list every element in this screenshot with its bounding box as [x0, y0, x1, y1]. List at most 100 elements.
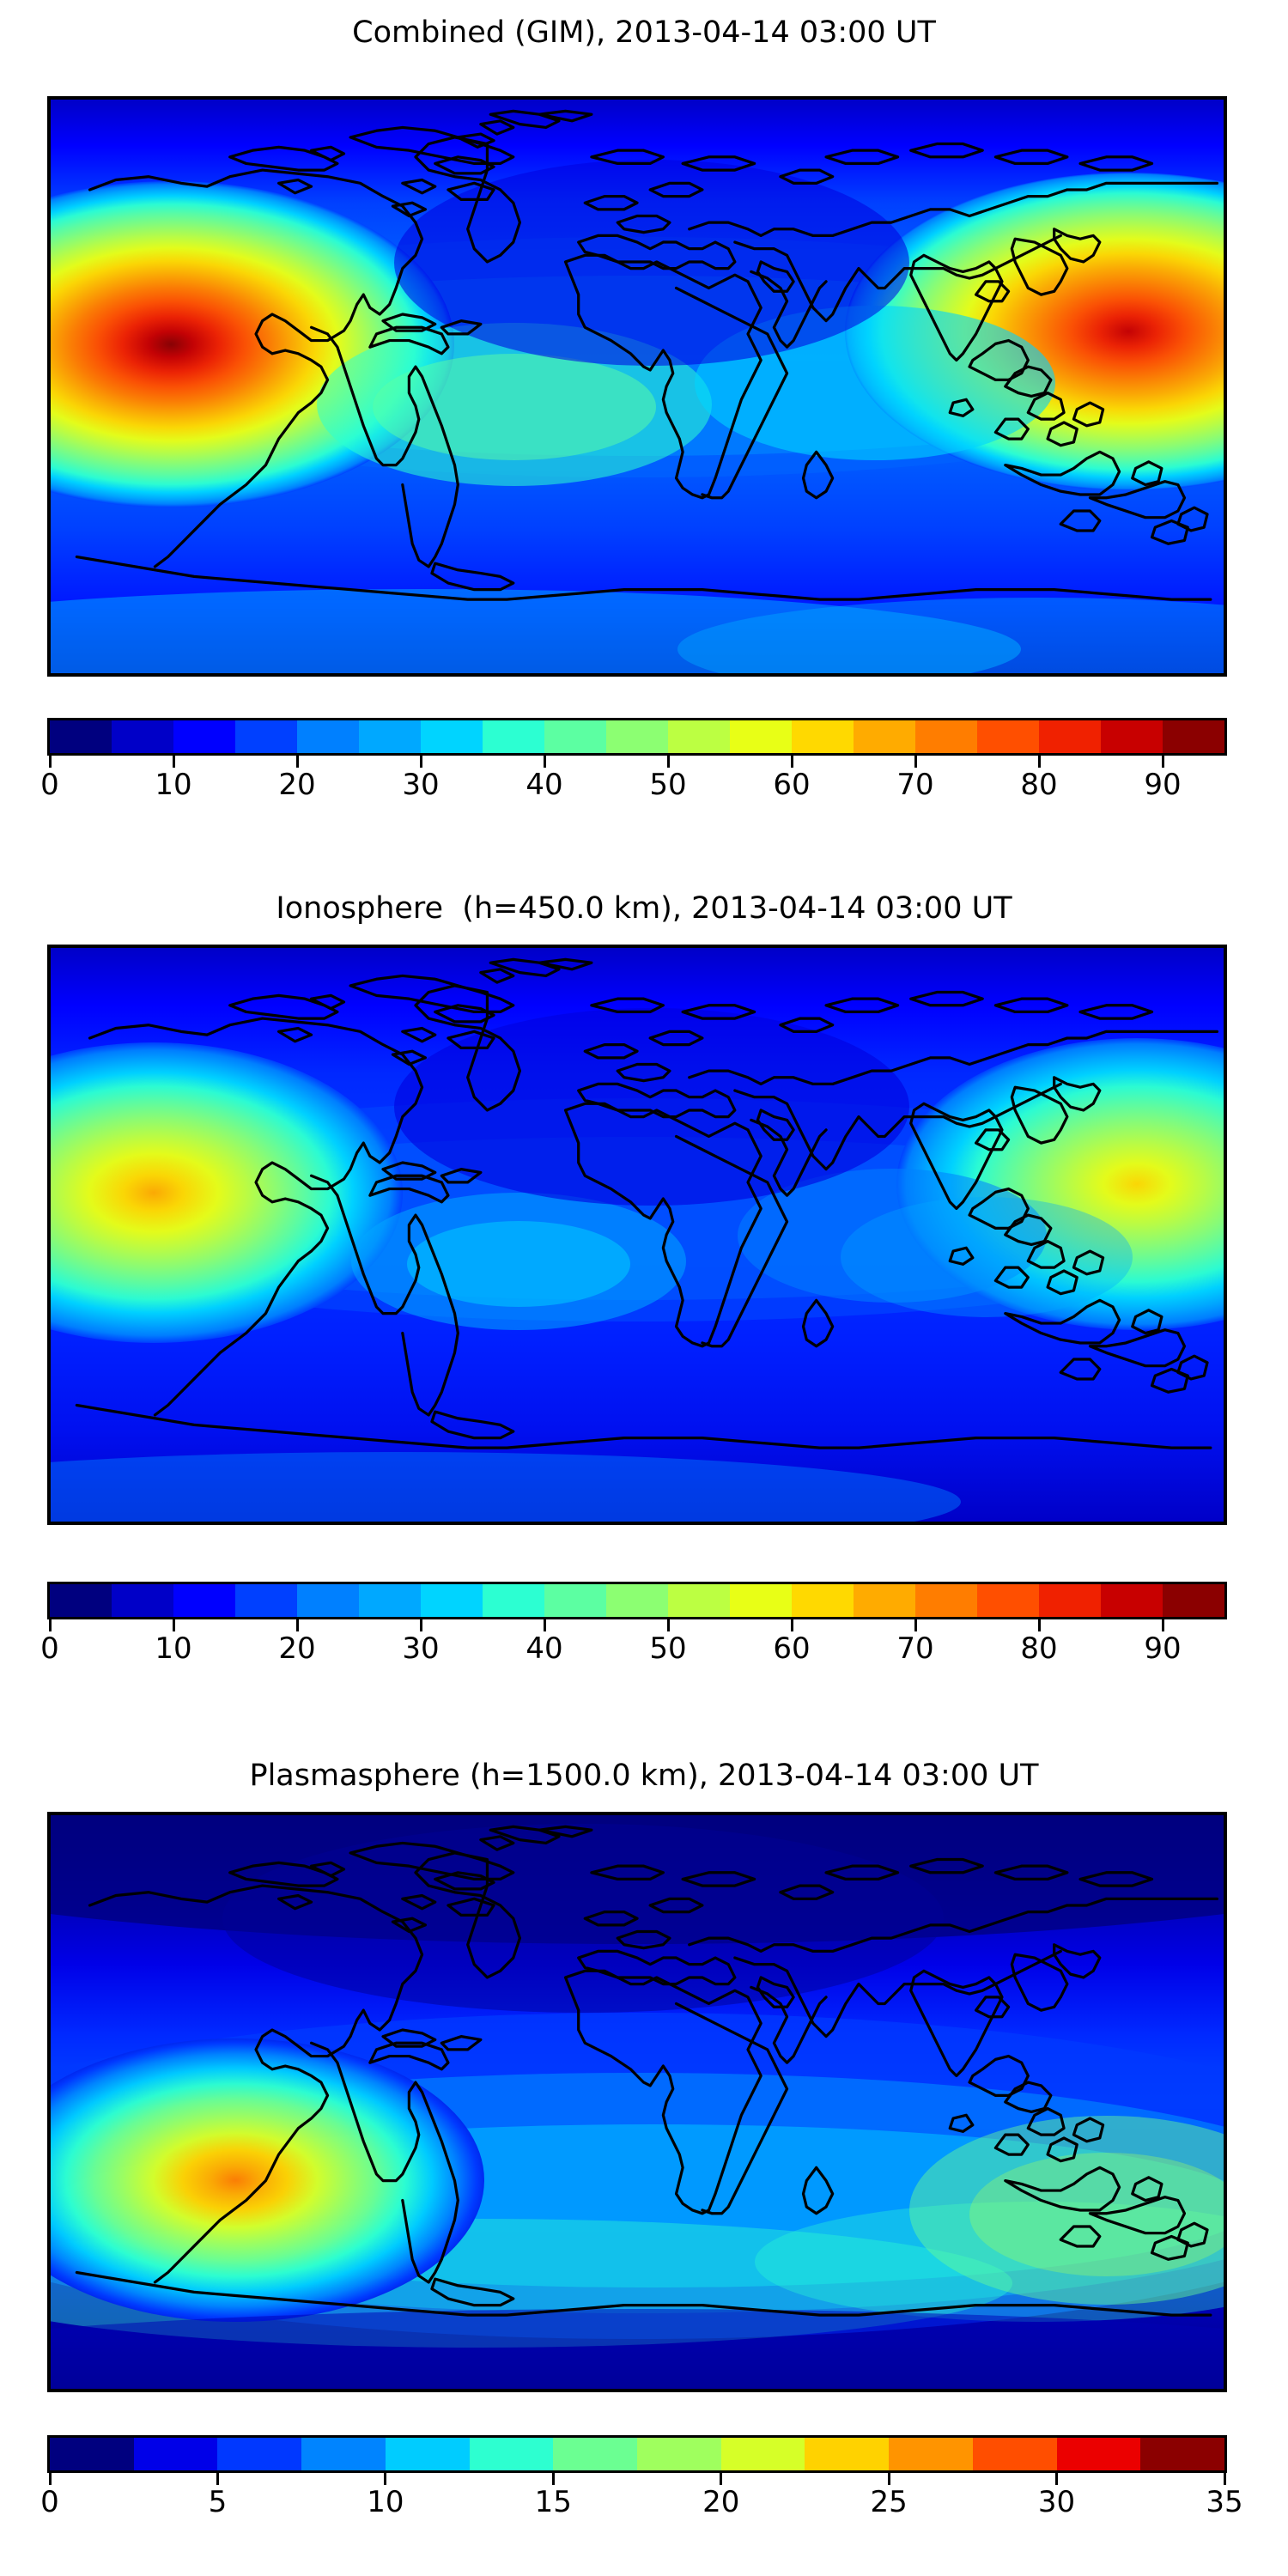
- colorbar-tick-label: 10: [367, 2485, 404, 2519]
- colorbar-tick-label: 0: [40, 2485, 59, 2519]
- panel-title-plasmasphere: Plasmasphere (h=1500.0 km), 2013-04-14 0…: [249, 1759, 1039, 1793]
- colorbar-tick: [720, 2473, 723, 2485]
- colorbar-band-14: [915, 1584, 977, 1617]
- colorbar-tick: [1161, 756, 1164, 768]
- colorbar-tick-label: 35: [1206, 2485, 1243, 2519]
- colorbar-band-1: [112, 720, 173, 753]
- colorbar-tick-label: 90: [1144, 768, 1182, 802]
- colorbar-band-4: [297, 720, 359, 753]
- colorbar-band-11: [730, 720, 792, 753]
- colorbar-band-7: [483, 1584, 544, 1617]
- colorbar-band-7: [637, 2438, 721, 2470]
- colorbar-tick-label: 70: [896, 768, 934, 802]
- colorbar-tick: [48, 2473, 52, 2485]
- colorbar-band-9: [606, 720, 668, 753]
- colorbar-band-6: [421, 1584, 483, 1617]
- colorbar-tick-label: 10: [155, 1631, 192, 1666]
- colorbar-band-5: [469, 2438, 554, 2470]
- colorbar-band-10: [889, 2438, 973, 2470]
- colorbar-gradient-plasmasphere: [47, 2435, 1227, 2473]
- colorbar-band-11: [972, 2438, 1057, 2470]
- colorbar-tick: [790, 756, 793, 768]
- panel-combined-gim: Combined (GIM), 2013-04-14 03:00 UT: [0, 0, 1288, 876]
- colorbar-tick-label: 10: [155, 768, 192, 802]
- map-plasmasphere: [47, 1812, 1227, 2392]
- colorbar-band-5: [359, 720, 421, 753]
- colorbar-band-13: [854, 720, 915, 753]
- colorbar-tick: [790, 1619, 793, 1631]
- panel-title-ionosphere: Ionosphere (h=450.0 km), 2013-04-14 03:0…: [276, 891, 1012, 926]
- colorbar-tick: [543, 756, 546, 768]
- colorbar-band-0: [50, 2438, 134, 2470]
- colorbar-tick: [384, 2473, 387, 2485]
- colorbar-tick-label: 80: [1020, 1631, 1058, 1666]
- colorbar-tick: [172, 1619, 175, 1631]
- colorbar-tick-label: 30: [1037, 2485, 1076, 2519]
- colorbar-tick: [551, 2473, 555, 2485]
- colorbar-band-7: [483, 720, 544, 753]
- colorbar-tick: [666, 756, 670, 768]
- colorbar-tick: [1055, 2473, 1059, 2485]
- colorbar-tick: [887, 2473, 890, 2485]
- colorbar-band-5: [359, 1584, 421, 1617]
- colorbar-tick: [295, 1619, 299, 1631]
- colorbar-band-8: [544, 720, 606, 753]
- colorbar-plasmasphere: 0 5 10 15 20 25 30 35: [40, 2435, 1243, 2547]
- colorbar-band-11: [730, 1584, 792, 1617]
- coastlines-combined: [51, 100, 1224, 673]
- colorbar-band-18: [1163, 720, 1224, 753]
- map-combined-gim: [47, 96, 1227, 677]
- colorbar-band-8: [720, 2438, 805, 2470]
- colorbar-tick-label: 0: [40, 1631, 59, 1666]
- colorbar-tick-label: 60: [773, 768, 811, 802]
- colorbar-tick: [914, 1619, 917, 1631]
- panel-ionosphere: Ionosphere (h=450.0 km), 2013-04-14 03:0…: [0, 876, 1288, 1743]
- colorbar-band-9: [606, 1584, 668, 1617]
- colorbar-band-6: [421, 720, 483, 753]
- colorbar-tick-label: 25: [870, 2485, 908, 2519]
- colorbar-tick-label: 40: [526, 768, 563, 802]
- colorbar-band-16: [1039, 720, 1101, 753]
- colorbar-tick-label: 20: [278, 1631, 316, 1666]
- tec-field-plasmasphere: [51, 1815, 1224, 2389]
- colorbar-band-6: [553, 2438, 638, 2470]
- panel-plasmasphere: Plasmasphere (h=1500.0 km), 2013-04-14 0…: [0, 1743, 1288, 2576]
- colorbar-band-3: [235, 720, 297, 753]
- colorbar-band-13: [1140, 2438, 1225, 2470]
- colorbar-tick-label: 90: [1144, 1631, 1182, 1666]
- colorbar-tick: [914, 756, 917, 768]
- colorbar-tick-label: 60: [773, 1631, 811, 1666]
- colorbar-band-12: [792, 720, 854, 753]
- colorbar-band-4: [385, 2438, 470, 2470]
- colorbar-axis-plasmasphere: [47, 2473, 1227, 2485]
- colorbar-band-17: [1101, 720, 1163, 753]
- colorbar-band-8: [544, 1584, 606, 1617]
- colorbar-combined: 0 10 20 30 40 50 60 70 80 90: [40, 718, 1227, 829]
- colorbar-gradient-combined: [47, 718, 1227, 756]
- colorbar-tick-label: 0: [40, 768, 59, 802]
- colorbar-tick: [1037, 756, 1041, 768]
- coastlines-ionosphere: [51, 948, 1224, 1522]
- colorbar-tick-label: 30: [402, 1631, 440, 1666]
- colorbar-band-18: [1163, 1584, 1224, 1617]
- colorbar-tick-label: 20: [702, 2485, 740, 2519]
- colorbar-tick-label: 70: [896, 1631, 934, 1666]
- colorbar-band-10: [668, 1584, 730, 1617]
- colorbar-band-12: [792, 1584, 854, 1617]
- colorbar-band-0: [50, 1584, 112, 1617]
- colorbar-tick: [419, 756, 422, 768]
- colorbar-tick-label: 5: [208, 2485, 228, 2519]
- colorbar-tick: [419, 1619, 422, 1631]
- colorbar-tick: [216, 2473, 219, 2485]
- colorbar-band-1: [133, 2438, 218, 2470]
- colorbar-band-3: [301, 2438, 386, 2470]
- colorbar-band-10: [668, 720, 730, 753]
- colorbar-band-13: [854, 1584, 915, 1617]
- colorbar-tick-label: 80: [1020, 768, 1058, 802]
- colorbar-gradient-ionosphere: [47, 1582, 1227, 1619]
- colorbar-ionosphere: 0 10 20 30 40 50 60 70 80 90: [40, 1582, 1227, 1693]
- colorbar-band-14: [915, 720, 977, 753]
- colorbar-tick: [48, 756, 52, 768]
- colorbar-band-2: [217, 2438, 302, 2470]
